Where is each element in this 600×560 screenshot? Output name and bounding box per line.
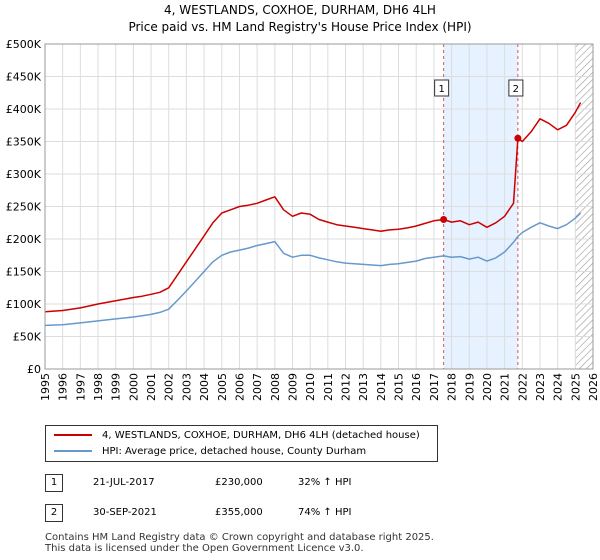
x-tick-label: 2005 (216, 373, 229, 401)
chart-title: 4, WESTLANDS, COXHOE, DURHAM, DH6 4LH (164, 3, 436, 17)
sale-point (440, 216, 448, 223)
x-tick-label: 2015 (393, 373, 406, 401)
legend-swatch-property (54, 434, 92, 436)
footer: Contains HM Land Registry data © Crown c… (45, 532, 434, 554)
x-tick-label: 2013 (357, 373, 370, 401)
x-tick-label: 2007 (251, 373, 264, 401)
transaction-number: 1 (45, 474, 63, 492)
y-tick-label: £400K (6, 103, 42, 116)
transaction-price: £230,000 (215, 477, 263, 488)
y-tick-label: £100K (6, 298, 42, 311)
x-tick-label: 2001 (145, 373, 158, 401)
legend-label-hpi: HPI: Average price, detached house, Coun… (102, 446, 367, 457)
y-tick-label: £350K (6, 136, 42, 149)
x-tick-label: 2003 (180, 373, 193, 401)
x-tick-label: 2012 (340, 373, 353, 401)
x-tick-label: 2022 (516, 373, 529, 401)
x-tick-label: 2004 (198, 373, 211, 401)
legend: 4, WESTLANDS, COXHOE, DURHAM, DH6 4LH (d… (45, 425, 438, 462)
x-tick-label: 1999 (110, 373, 123, 401)
transaction-hpi: 74% ↑ HPI (298, 507, 352, 518)
marker-label: 2 (513, 84, 519, 95)
y-tick-label: £50K (13, 331, 42, 344)
x-tick-label: 2011 (322, 373, 335, 401)
x-tick-label: 1996 (57, 373, 70, 401)
y-tick-label: £0 (27, 363, 41, 376)
plot-frame (44, 43, 594, 370)
series-line-property (44, 102, 582, 313)
footer-copyright: Contains HM Land Registry data © Crown c… (45, 532, 434, 543)
x-tick-label: 1998 (92, 373, 105, 401)
x-tick-label: 1997 (74, 373, 87, 401)
transaction-date: 30-SEP-2021 (93, 507, 157, 518)
marker-box (508, 79, 524, 97)
transaction-price: £355,000 (215, 507, 263, 518)
x-tick-label: 2014 (375, 373, 388, 401)
transaction-hpi: 32% ↑ HPI (298, 477, 352, 488)
y-tick-label: £150K (6, 266, 42, 279)
x-tick-label: 2026 (587, 373, 600, 401)
marker-box (434, 79, 450, 97)
x-tick-label: 2017 (428, 373, 441, 401)
series-line-hpi (44, 212, 582, 327)
x-tick-label: 2023 (534, 373, 547, 401)
transaction-number: 2 (45, 504, 63, 522)
footer-licence: This data is licensed under the Open Gov… (45, 543, 364, 554)
x-tick-label: 2000 (127, 373, 140, 401)
x-tick-label: 2010 (304, 373, 317, 401)
x-tick-label: 2019 (463, 373, 476, 401)
y-tick-label: £250K (6, 201, 42, 214)
marker-label: 1 (438, 84, 444, 95)
transaction-row: 2 30-SEP-2021 £355,000 74% ↑ HPI (45, 503, 585, 523)
y-tick-label: £450K (6, 71, 42, 84)
legend-entry-hpi: HPI: Average price, detached house, Coun… (54, 444, 366, 460)
legend-entry-property: 4, WESTLANDS, COXHOE, DURHAM, DH6 4LH (d… (54, 428, 420, 444)
y-tick-label: £500K (6, 38, 42, 51)
legend-swatch-hpi (54, 450, 92, 452)
x-tick-label: 2008 (269, 373, 282, 401)
x-tick-label: 1995 (39, 373, 52, 401)
x-tick-label: 2021 (499, 373, 512, 401)
x-tick-label: 2016 (410, 373, 423, 401)
y-tick-label: £200K (6, 233, 42, 246)
transaction-row: 1 21-JUL-2017 £230,000 32% ↑ HPI (45, 473, 585, 493)
price-chart: 4, WESTLANDS, COXHOE, DURHAM, DH6 4LH Pr… (6, 3, 600, 401)
sale-point (514, 134, 522, 142)
x-tick-label: 2006 (233, 373, 246, 401)
legend-label-property: 4, WESTLANDS, COXHOE, DURHAM, DH6 4LH (d… (102, 430, 420, 441)
x-tick-label: 2002 (163, 373, 176, 401)
x-tick-label: 2020 (481, 373, 494, 401)
x-tick-label: 2009 (286, 373, 299, 401)
chart-subtitle: Price paid vs. HM Land Registry's House … (128, 20, 471, 34)
y-tick-label: £300K (6, 168, 42, 181)
x-tick-label: 2018 (446, 373, 459, 401)
transaction-date: 21-JUL-2017 (93, 477, 155, 488)
x-tick-label: 2024 (552, 373, 565, 401)
x-tick-label: 2025 (569, 373, 582, 401)
